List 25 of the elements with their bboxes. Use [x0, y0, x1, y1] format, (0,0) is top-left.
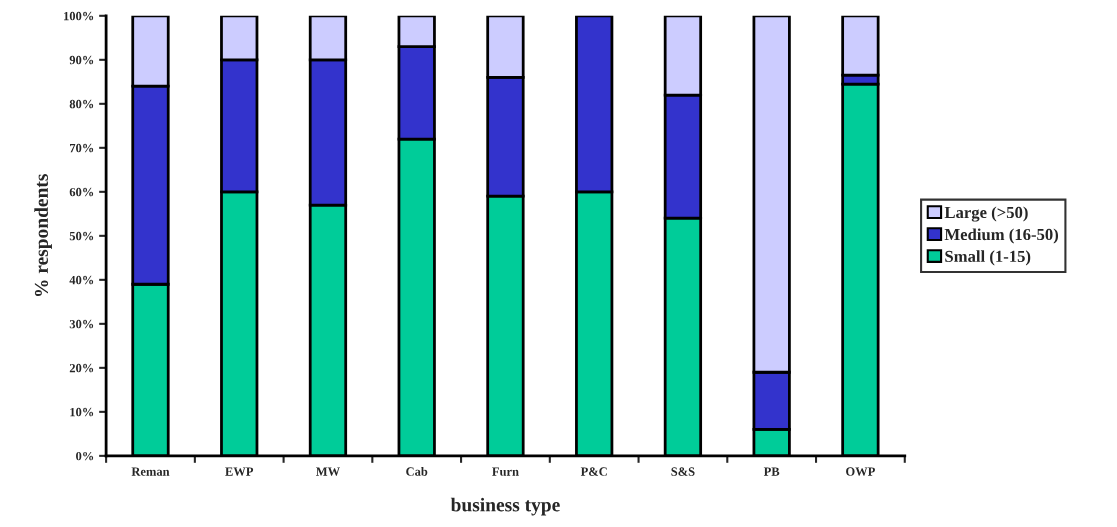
- y-tick-label: 30%: [69, 319, 94, 329]
- y-tick-label: 90%: [69, 55, 94, 65]
- y-tick-label: 0%: [76, 451, 94, 461]
- y-tick-label: 70%: [70, 143, 94, 153]
- x-axis-title: business type: [450, 497, 560, 516]
- x-tick-label: Cab: [406, 466, 428, 476]
- y-tick-label: 100%: [64, 11, 94, 21]
- y-tick-label: 80%: [69, 99, 94, 109]
- y-tick-label: 50%: [69, 231, 94, 241]
- x-tick-label: Furn: [492, 467, 519, 476]
- x-tick-label: EWP: [225, 467, 254, 476]
- x-tick-label: MW: [316, 467, 340, 476]
- legend-label: Small (1-15): [945, 250, 1031, 266]
- x-tick-label: PB: [763, 467, 780, 476]
- x-tick-label: S&S: [671, 467, 695, 476]
- y-axis-title: % respondents: [34, 174, 52, 297]
- y-tick-label: 60%: [69, 187, 94, 197]
- y-tick-label: 40%: [69, 275, 94, 285]
- x-tick-label: P&C: [580, 467, 607, 476]
- x-tick-label: OWP: [846, 467, 875, 476]
- y-tick-label: 10%: [70, 407, 94, 417]
- legend-label: Large (>50): [944, 206, 1028, 222]
- legend-label: Medium (16-50): [944, 228, 1059, 244]
- y-tick-label: 20%: [69, 363, 94, 373]
- x-tick-label: Reman: [131, 467, 170, 476]
